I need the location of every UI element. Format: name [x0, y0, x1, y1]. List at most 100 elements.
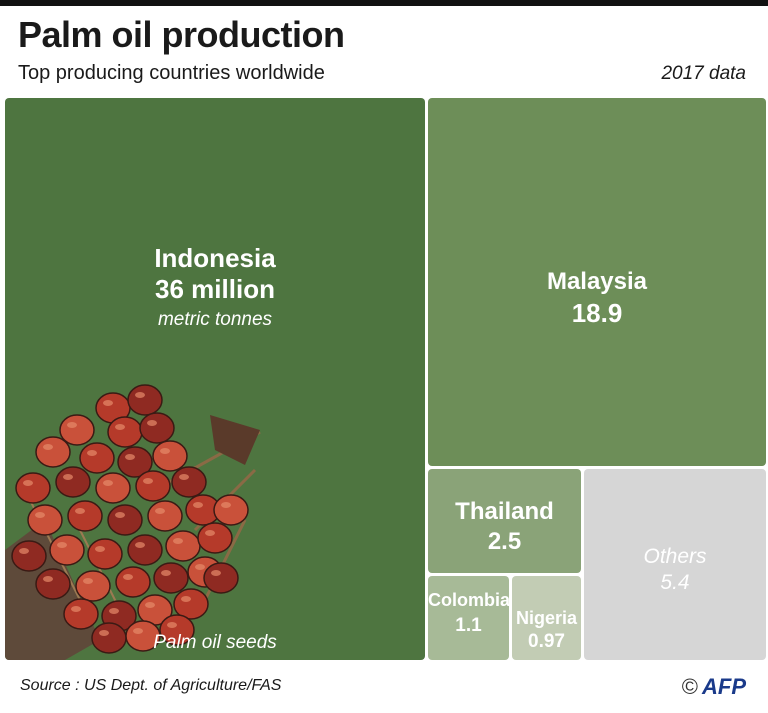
chart-subtitle: Top producing countries worldwide — [18, 62, 325, 84]
palm-fruit-highlight — [205, 530, 215, 536]
copyright-symbol: © — [681, 674, 698, 699]
palm-fruit — [35, 436, 71, 468]
palm-fruit — [197, 522, 233, 554]
palm-fruit — [152, 440, 188, 472]
palm-fruits — [11, 384, 249, 654]
palm-fruit-highlight — [143, 478, 153, 484]
top-rule — [0, 0, 768, 6]
palm-fruit — [117, 446, 153, 478]
palm-fruit-highlight — [109, 608, 119, 614]
palm-fruit-highlight — [173, 538, 183, 544]
tile-value-others: 5.4 — [660, 571, 690, 594]
palm-fruit-highlight — [63, 474, 73, 480]
palm-fruit — [55, 466, 91, 498]
palm-fruit-highlight — [135, 542, 145, 548]
tile-nigeria: Nigeria 0.97 — [512, 576, 581, 660]
palm-fruit-highlight — [135, 392, 145, 398]
palm-fruit-highlight — [43, 576, 53, 582]
palm-fruit — [171, 466, 207, 498]
palm-fruit — [203, 562, 239, 594]
afp-logo-text: AFP — [702, 674, 746, 699]
palm-fruit — [115, 566, 151, 598]
palm-fruit — [153, 562, 189, 594]
tile-value-malaysia: 18.9 — [571, 298, 623, 328]
palm-fruit-highlight — [181, 596, 191, 602]
palm-fruit — [125, 620, 161, 652]
palm-fruit-highlight — [179, 474, 189, 480]
palm-fruit-highlight — [147, 420, 157, 426]
palm-fruit — [79, 442, 115, 474]
palm-fruit — [95, 472, 131, 504]
tile-unit: metric tonnes — [157, 309, 273, 330]
source-note: Source : US Dept. of Agriculture/FAS — [20, 677, 282, 694]
palm-fruit — [11, 540, 47, 572]
palm-fruit — [127, 384, 163, 416]
palm-fruit-highlight — [23, 480, 33, 486]
tile-colombia: Colombia 1.1 — [428, 576, 509, 660]
palm-fruit-highlight — [155, 508, 165, 514]
palm-fruit-highlight — [193, 502, 203, 508]
palm-fruit — [107, 504, 143, 536]
palm-fruit-highlight — [87, 450, 97, 456]
tile-others: Others 5.4 — [584, 469, 766, 660]
palm-fruit-highlight — [57, 542, 67, 548]
palm-fruit — [27, 504, 63, 536]
tile-indonesia: Indonesia 36 million metric tonnes Palm … — [5, 98, 425, 660]
tile-value-thailand: 2.5 — [487, 528, 522, 555]
afp-logo: © AFP — [682, 674, 746, 700]
palm-fruit-highlight — [145, 602, 155, 608]
palm-fruit — [87, 538, 123, 570]
palm-fruit — [135, 470, 171, 502]
tile-label-colombia: Colombia — [428, 590, 509, 610]
palm-fruit — [213, 494, 249, 526]
palm-fruit — [63, 598, 99, 630]
palm-fruit-highlight — [221, 502, 231, 508]
palm-fruit-highlight — [115, 512, 125, 518]
chart-title: Palm oil production — [18, 14, 345, 55]
palm-fruit — [159, 614, 195, 646]
palm-fruit-highlight — [160, 448, 170, 454]
palm-fruit-highlight — [99, 630, 109, 636]
palm-fruit-highlight — [123, 574, 133, 580]
palm-fruit — [35, 568, 71, 600]
palm-fruit-highlight — [161, 570, 171, 576]
palm-fruit-highlight — [103, 480, 113, 486]
palm-fruit-highlight — [43, 444, 53, 450]
palm-fruit — [127, 534, 163, 566]
palm-fruit — [165, 530, 201, 562]
palm-fruit-highlight — [133, 628, 143, 634]
palm-fruit — [15, 472, 51, 504]
palm-fruit-highlight — [19, 548, 29, 554]
tile-label-thailand: Thailand — [455, 498, 554, 525]
palm-fruit — [147, 500, 183, 532]
tile-value-nigeria: 0.97 — [528, 631, 565, 652]
tile-label-nigeria: Nigeria — [515, 608, 578, 628]
palm-fruit-highlight — [195, 564, 205, 570]
palm-fruit — [173, 588, 209, 620]
tile-value-colombia: 1.1 — [455, 615, 482, 636]
palm-fruit-illustration — [5, 384, 261, 660]
tile-value-indonesia: 36 million — [155, 274, 275, 304]
palm-fruit-highlight — [115, 424, 125, 430]
palm-fruit-highlight — [167, 622, 177, 628]
tile-label-others: Others — [643, 545, 707, 568]
palm-fruit — [107, 416, 143, 448]
tile-label-indonesia: Indonesia — [154, 243, 276, 273]
palm-fruit-highlight — [103, 400, 113, 406]
palm-fruit-highlight — [125, 454, 135, 460]
tile-label-malaysia: Malaysia — [546, 268, 648, 295]
palm-fruit-highlight — [211, 570, 221, 576]
palm-fruit-highlight — [67, 422, 77, 428]
year-note: 2017 data — [661, 63, 746, 84]
photo-caption: Palm oil seeds — [153, 632, 277, 653]
palm-fruit — [59, 414, 95, 446]
palm-fruit — [49, 534, 85, 566]
palm-fruit-highlight — [95, 546, 105, 552]
palm-fruit — [139, 412, 175, 444]
tile-thailand: Thailand 2.5 — [428, 469, 581, 573]
palm-fruit-highlight — [35, 512, 45, 518]
palm-fruit-highlight — [75, 508, 85, 514]
tile-malaysia: Malaysia 18.9 — [428, 98, 766, 466]
palm-fruit-highlight — [83, 578, 93, 584]
palm-fruit — [67, 500, 103, 532]
